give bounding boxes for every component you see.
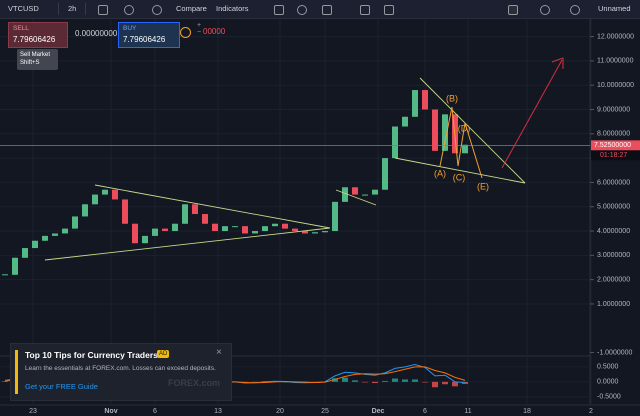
x-tick-label: 2 [589, 408, 593, 415]
x-tick-label: 6 [153, 408, 157, 415]
wave-label: (C) [453, 172, 466, 182]
ad-badge: AD [157, 350, 170, 358]
macd-histogram-bar [422, 381, 428, 383]
save-icon[interactable] [570, 5, 580, 15]
macd-tick-label: 0.0000 [597, 379, 619, 386]
macd-histogram-bar [352, 380, 358, 382]
macd-tick-label: -0.5000 [597, 394, 621, 401]
interval[interactable]: 2h [68, 4, 77, 13]
symbol[interactable]: VTCUSD [8, 4, 39, 13]
macd-histogram-bar [2, 381, 8, 382]
macd-histogram-bar [282, 381, 288, 383]
compare-button[interactable]: Compare [176, 4, 207, 13]
color-icon[interactable] [508, 5, 518, 15]
separator [85, 3, 86, 15]
y-tick-label: -1.0000000 [597, 349, 633, 356]
macd-histogram-bar [402, 379, 408, 382]
plus-minus[interactable]: + − [197, 22, 202, 36]
replay-icon[interactable] [322, 5, 332, 15]
macd-tick-label: 0.5000 [597, 364, 619, 371]
x-tick-label: 20 [276, 408, 284, 415]
y-tick-label: 12.0000000 [597, 33, 634, 40]
wave-label: (A) [434, 168, 446, 178]
price-tag [591, 140, 640, 151]
toolbar: VTCUSD 2h Compare Indicators Unnamed [0, 0, 640, 19]
redo-icon[interactable] [384, 5, 394, 15]
undo-icon[interactable] [360, 5, 370, 15]
macd-histogram-bar [362, 381, 368, 383]
y-tick-label: 4.0000000 [597, 228, 630, 235]
wave-label: (D) [458, 123, 471, 133]
buy-button[interactable]: BUY 7.79606426 [118, 22, 180, 48]
price-axis [590, 19, 640, 416]
arrow-line [501, 59, 563, 169]
wave-label: (B) [446, 93, 458, 103]
x-tick-label: 23 [29, 408, 37, 415]
quantity[interactable]: 0.00000000 [75, 29, 118, 38]
y-tick-label: 11.0000000 [597, 58, 634, 65]
overflow-price: 00000 [203, 27, 226, 36]
countdown-tag [591, 150, 640, 161]
info-icon[interactable] [180, 27, 191, 38]
buy-label: BUY [123, 25, 137, 32]
ad-text: Learn the essentials at FOREX.com. Losse… [25, 365, 216, 372]
sell-label: SELL [13, 25, 29, 32]
y-tick-label: 3.0000000 [597, 252, 630, 259]
macd-histogram-bar [452, 381, 458, 387]
x-tick-label: 18 [523, 408, 531, 415]
separator [58, 3, 59, 15]
buy-price: 7.79606426 [123, 35, 166, 44]
x-tick-label: 11 [464, 408, 471, 415]
macd-histogram-bar [342, 377, 348, 382]
macd-histogram-bar [432, 381, 438, 388]
layout-name[interactable]: Unnamed [598, 4, 631, 13]
ad-banner: Top 10 Tips for Currency Traders AD × Le… [10, 343, 232, 401]
countdown-label: 01:18:27 [600, 152, 627, 159]
macd-histogram-bar [392, 378, 398, 382]
cloud-icon[interactable] [540, 5, 550, 15]
alert-icon[interactable] [297, 5, 307, 15]
wave-lines [439, 106, 483, 179]
macd-histogram-bar [372, 381, 378, 384]
macd-histogram-bar [412, 379, 418, 382]
x-tick-label: Nov [104, 408, 117, 415]
price-tag-label: 7.52500000 [594, 142, 631, 149]
indicators-button[interactable]: Indicators [216, 4, 249, 13]
ad-link[interactable]: Get your FREE Guide [25, 382, 98, 391]
tooltip-title: Sell Market [20, 52, 51, 58]
settings-icon[interactable] [152, 5, 162, 15]
y-tick-label: 9.0000000 [597, 106, 630, 113]
macd-histogram-bar [252, 381, 258, 383]
ad-accent [15, 350, 18, 394]
y-tick-label: 1.0000000 [597, 301, 630, 308]
x-tick-label: 13 [214, 408, 222, 415]
y-tick-label: 8.0000000 [597, 131, 630, 138]
macd-histogram-bar [462, 381, 468, 384]
sell-button[interactable]: SELL 7.79606426 [8, 22, 68, 48]
y-tick-label: 6.0000000 [597, 179, 630, 186]
sell-price: 7.79606426 [13, 35, 56, 44]
chart-style-icon[interactable] [98, 5, 108, 15]
tooltip-shortcut: Shift+S [20, 60, 40, 66]
ad-title: Top 10 Tips for Currency Traders [25, 350, 158, 360]
macd-histogram-bar [382, 380, 388, 382]
templates-icon[interactable] [274, 5, 284, 15]
y-tick-label: 10.0000000 [597, 82, 634, 89]
wave-label: (E) [477, 181, 489, 191]
indicator-icon[interactable] [124, 5, 134, 15]
watermark: FOREX.com [168, 378, 221, 388]
macd-histogram-bar [332, 378, 338, 382]
x-tick-label: 25 [321, 408, 329, 415]
candle [2, 274, 8, 276]
macd-histogram-bar [442, 381, 448, 385]
arrow-head [551, 57, 564, 69]
x-tick-label: Dec [372, 408, 385, 415]
ad-close[interactable]: × [216, 347, 222, 358]
tooltip: Sell Market Shift+S [17, 49, 58, 70]
y-tick-label: 5.0000000 [597, 204, 630, 211]
x-tick-label: 6 [423, 408, 427, 415]
trendlines [44, 77, 526, 261]
y-tick-label: 2.0000000 [597, 276, 630, 283]
